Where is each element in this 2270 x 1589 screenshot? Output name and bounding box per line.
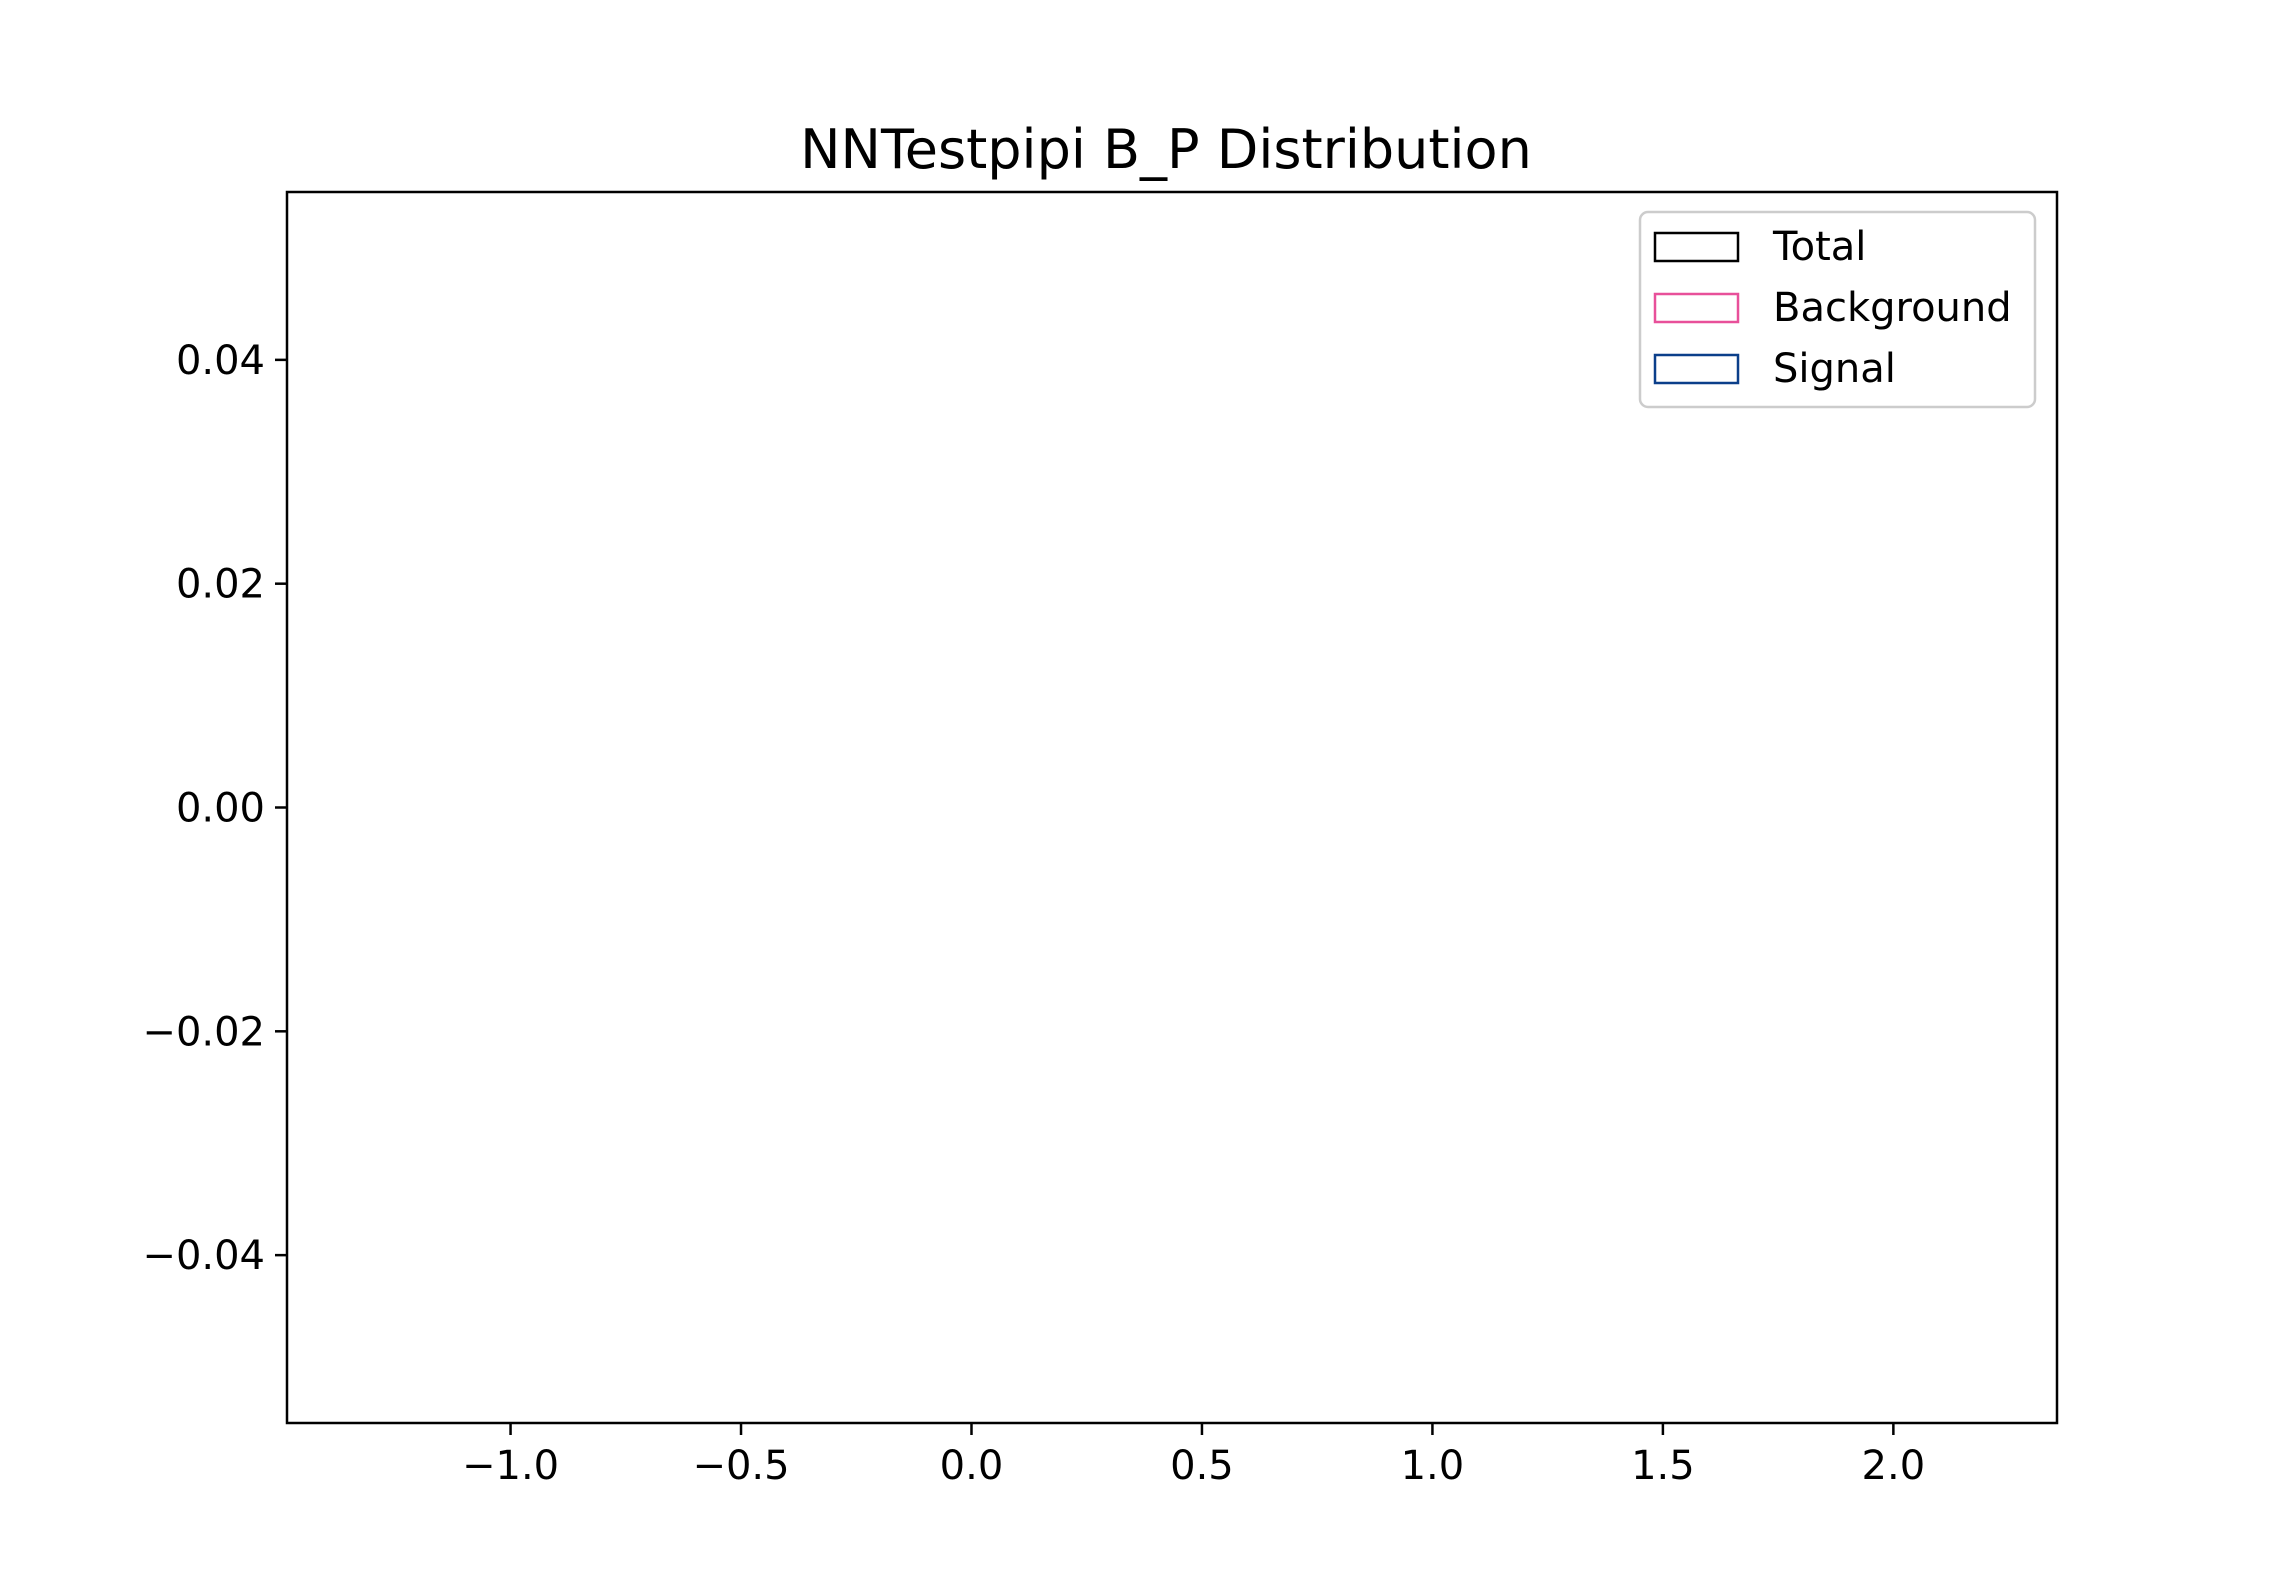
legend-swatch-signal xyxy=(1653,353,1740,385)
legend-label-total: Total xyxy=(1772,224,1866,270)
x-axis: −1.0 −0.5 0.0 0.5 1.0 1.5 2.0 xyxy=(462,1423,1925,1489)
legend-swatch-background xyxy=(1653,292,1740,324)
x-tick-label: 1.0 xyxy=(1401,1443,1465,1489)
y-tick-label: 0.04 xyxy=(176,338,265,384)
x-tick-label: 2.0 xyxy=(1862,1443,1926,1489)
y-tick-label: −0.02 xyxy=(142,1009,265,1055)
legend-label-background: Background xyxy=(1773,285,2012,331)
x-tick-label: −0.5 xyxy=(692,1443,789,1489)
x-tick-label: 0.0 xyxy=(940,1443,1004,1489)
x-tick-label: 1.5 xyxy=(1631,1443,1695,1489)
y-axis: 0.04 0.02 0.00 −0.02 −0.04 xyxy=(142,338,287,1279)
legend-label-signal: Signal xyxy=(1773,346,1896,392)
legend-entries: Total Background Signal xyxy=(1653,224,2012,392)
y-tick-label: 0.02 xyxy=(176,562,265,608)
x-tick-label: 0.5 xyxy=(1170,1443,1234,1489)
legend-swatch-total xyxy=(1653,231,1740,263)
y-tick-label: 0.00 xyxy=(176,786,265,832)
x-tick-label: −1.0 xyxy=(462,1443,559,1489)
legend: Total Background Signal xyxy=(1638,210,2037,409)
y-tick-label: −0.04 xyxy=(142,1233,265,1279)
chart-title: NNTestpipi B_P Distribution xyxy=(800,118,1532,181)
